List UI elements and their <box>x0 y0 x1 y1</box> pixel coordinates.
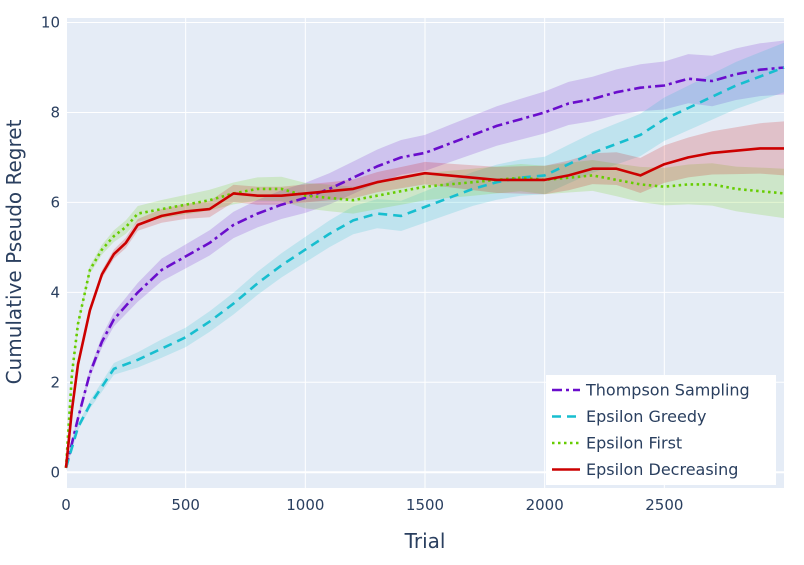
y-tick-label: 8 <box>50 103 60 121</box>
legend-entry: Epsilon Greedy <box>586 407 706 426</box>
thompson-sampling-line <box>64 66 785 469</box>
y-tick-label: 0 <box>50 463 60 481</box>
epsilon-first-line <box>64 174 785 468</box>
legend-box <box>546 375 776 485</box>
x-tick-label: 2500 <box>645 496 683 514</box>
epsilon-decreasing-line <box>64 147 784 468</box>
epsilon-first-band <box>66 160 784 470</box>
legend: Thompson Sampling Epsilon Greedy Epsilon F… <box>546 375 776 485</box>
x-axis-title: Trial <box>404 529 446 553</box>
legend-entry: Epsilon First <box>586 434 682 453</box>
tick-labels: 0 500 1000 1500 2000 2500 0 2 4 6 8 10 <box>41 13 684 514</box>
x-tick-label: 1000 <box>286 496 324 514</box>
epsilon-greedy-band <box>66 42 784 470</box>
y-axis-title: Cumulative Pseudo Regret <box>2 119 26 384</box>
y-tick-label: 10 <box>41 13 60 31</box>
y-tick-label: 6 <box>50 193 60 211</box>
series-lines <box>64 66 785 469</box>
confidence-bands <box>66 40 784 471</box>
y-tick-label: 2 <box>50 373 60 391</box>
legend-entry: Thompson Sampling <box>585 381 750 400</box>
epsilon-greedy-line <box>64 66 785 469</box>
x-tick-label: 500 <box>171 496 200 514</box>
x-tick-label: 1500 <box>406 496 444 514</box>
thompson-sampling-band <box>66 40 784 470</box>
x-tick-label: 0 <box>61 496 71 514</box>
x-tick-label: 2000 <box>526 496 564 514</box>
legend-entry: Epsilon Decreasing <box>586 460 738 479</box>
epsilon-decreasing-band <box>66 121 784 471</box>
y-tick-label: 4 <box>50 283 60 301</box>
